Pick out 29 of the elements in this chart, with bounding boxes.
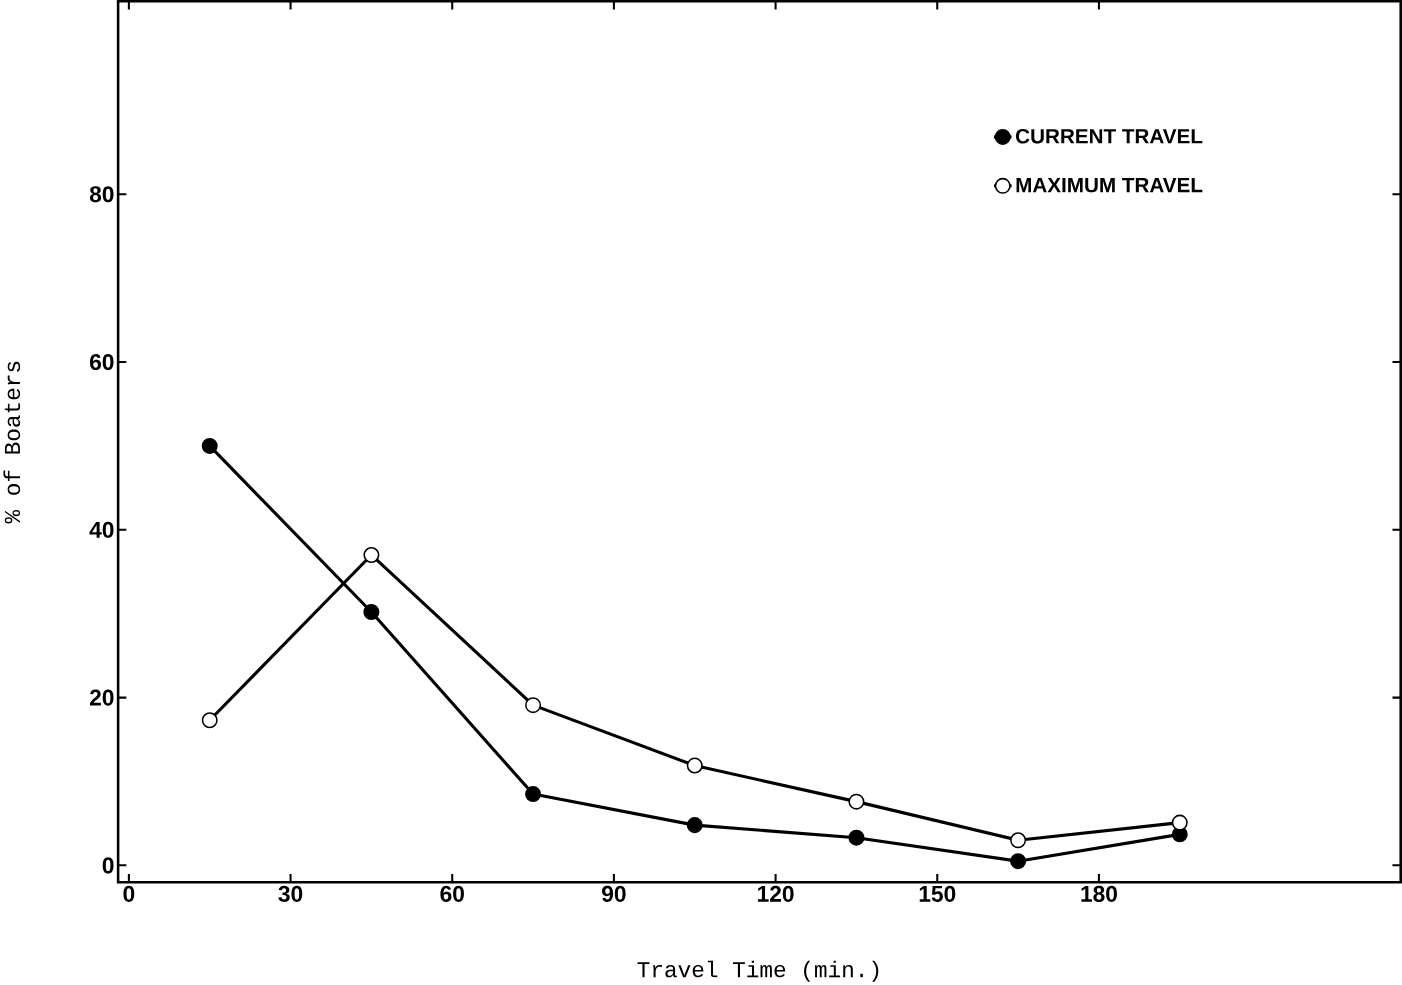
y-tick-label: 60 [90,353,114,370]
point [848,829,865,846]
point [201,712,218,729]
point [1010,853,1027,870]
legend-label: MAXIMUM TRAVEL [1016,177,1203,193]
point [686,816,703,833]
x-tick-label: 180 [1081,885,1117,902]
y-tick-label: 20 [89,689,114,706]
y-tick-label: 0 [102,857,114,874]
point [363,603,380,620]
x-tick-label: 90 [602,885,626,902]
point [363,546,380,563]
x-tick-label: 150 [919,885,956,902]
point [848,793,865,810]
point [1171,814,1188,831]
point [201,437,218,454]
x-tick-label: 0 [123,885,135,902]
x-tick-label: 60 [440,885,464,902]
point [525,785,542,802]
point [686,757,703,774]
x-tick-label: 120 [758,885,794,902]
legend-label: CURRENT TRAVEL [1016,128,1203,144]
x-tick-label: 30 [278,885,303,902]
point [525,697,542,714]
point [1010,832,1027,849]
y-tick-label: 80 [89,186,114,203]
y-axis-title: % of Boaters [3,361,21,524]
y-tick-label: 40 [89,521,114,538]
x-axis-title: Travel Time (min.) [637,960,879,982]
